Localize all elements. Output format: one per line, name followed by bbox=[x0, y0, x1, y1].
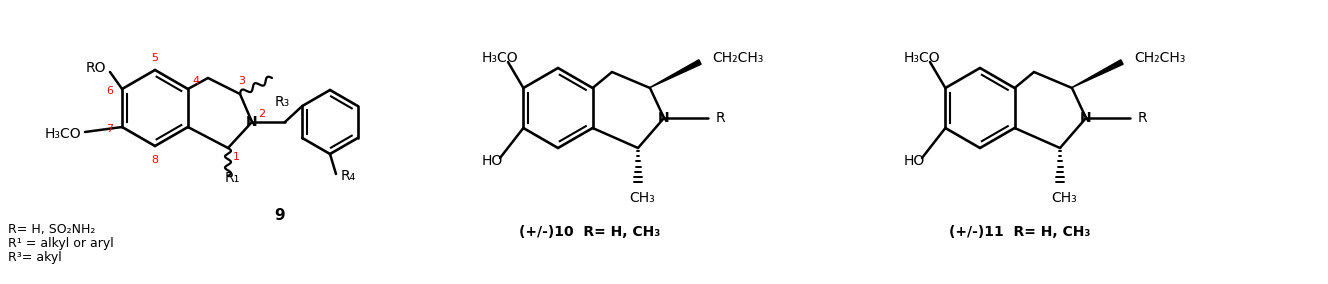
Text: HO: HO bbox=[903, 154, 924, 168]
Text: H₃CO: H₃CO bbox=[903, 51, 940, 65]
Text: 2: 2 bbox=[259, 109, 266, 119]
Text: CH₃: CH₃ bbox=[1052, 191, 1077, 205]
Text: N: N bbox=[1080, 111, 1092, 125]
Text: 4: 4 bbox=[193, 76, 199, 86]
Text: HO: HO bbox=[481, 154, 502, 168]
Text: H₃CO: H₃CO bbox=[45, 127, 81, 141]
Text: N: N bbox=[659, 111, 669, 125]
Text: CH₂CH₃: CH₂CH₃ bbox=[1134, 51, 1186, 65]
Text: 1: 1 bbox=[232, 152, 239, 162]
Text: R¹ = alkyl or aryl: R¹ = alkyl or aryl bbox=[8, 237, 114, 250]
Polygon shape bbox=[649, 60, 701, 88]
Text: 6: 6 bbox=[106, 86, 114, 96]
Text: 8: 8 bbox=[151, 155, 158, 165]
Text: R= H, SO₂NH₂: R= H, SO₂NH₂ bbox=[8, 224, 96, 237]
Text: (+/-)11  R= H, CH₃: (+/-)11 R= H, CH₃ bbox=[950, 225, 1090, 239]
Text: R³= akyl: R³= akyl bbox=[8, 252, 61, 264]
Text: R₃: R₃ bbox=[275, 95, 290, 109]
Text: 9: 9 bbox=[275, 208, 286, 222]
Text: 3: 3 bbox=[239, 76, 246, 86]
Text: R: R bbox=[1137, 111, 1147, 125]
Text: 5: 5 bbox=[151, 53, 158, 63]
Text: R: R bbox=[716, 111, 725, 125]
Text: CH₂CH₃: CH₂CH₃ bbox=[712, 51, 764, 65]
Text: RO: RO bbox=[86, 61, 106, 75]
Text: N: N bbox=[246, 115, 258, 129]
Polygon shape bbox=[1070, 60, 1123, 88]
Text: 7: 7 bbox=[106, 124, 114, 134]
Text: R₄: R₄ bbox=[340, 169, 356, 183]
Text: H₃CO: H₃CO bbox=[482, 51, 518, 65]
Text: R₁: R₁ bbox=[224, 171, 239, 185]
Text: (+/-)10  R= H, CH₃: (+/-)10 R= H, CH₃ bbox=[519, 225, 660, 239]
Text: CH₃: CH₃ bbox=[629, 191, 655, 205]
